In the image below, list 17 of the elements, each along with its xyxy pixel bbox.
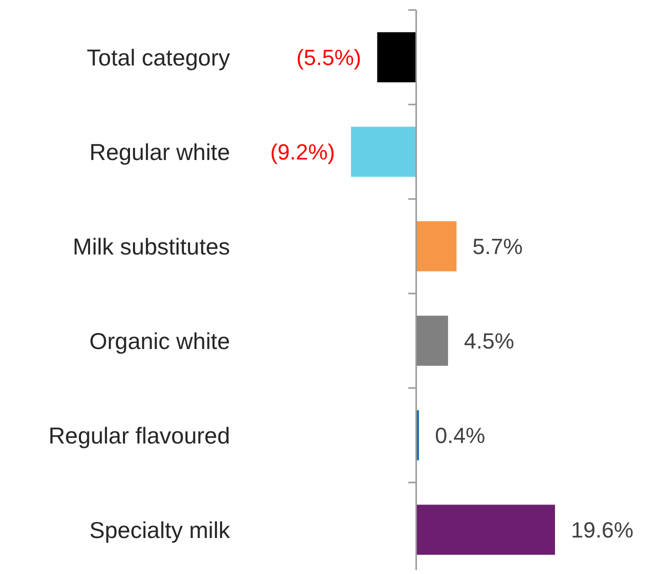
y-tick-label: Regular white bbox=[89, 138, 230, 165]
data-label: 4.5% bbox=[464, 328, 514, 354]
data-label: 0.4% bbox=[435, 422, 486, 448]
data-label: (5.5%) bbox=[296, 44, 362, 70]
y-tick-label: Organic white bbox=[89, 328, 230, 354]
data-label: 19.6% bbox=[571, 517, 634, 542]
y-tick-label: Regular flavoured bbox=[48, 422, 230, 448]
bar bbox=[416, 221, 457, 272]
y-tick-label: Total category bbox=[86, 44, 230, 70]
bar bbox=[377, 32, 416, 82]
y-tick-label: Milk substitutes bbox=[72, 233, 230, 260]
bar bbox=[416, 316, 448, 366]
data-label: (9.2%) bbox=[270, 139, 335, 164]
bar bbox=[351, 126, 416, 177]
y-tick-label: Specialty milk bbox=[89, 516, 230, 543]
data-label: 5.7% bbox=[472, 234, 523, 259]
bar bbox=[416, 504, 555, 555]
